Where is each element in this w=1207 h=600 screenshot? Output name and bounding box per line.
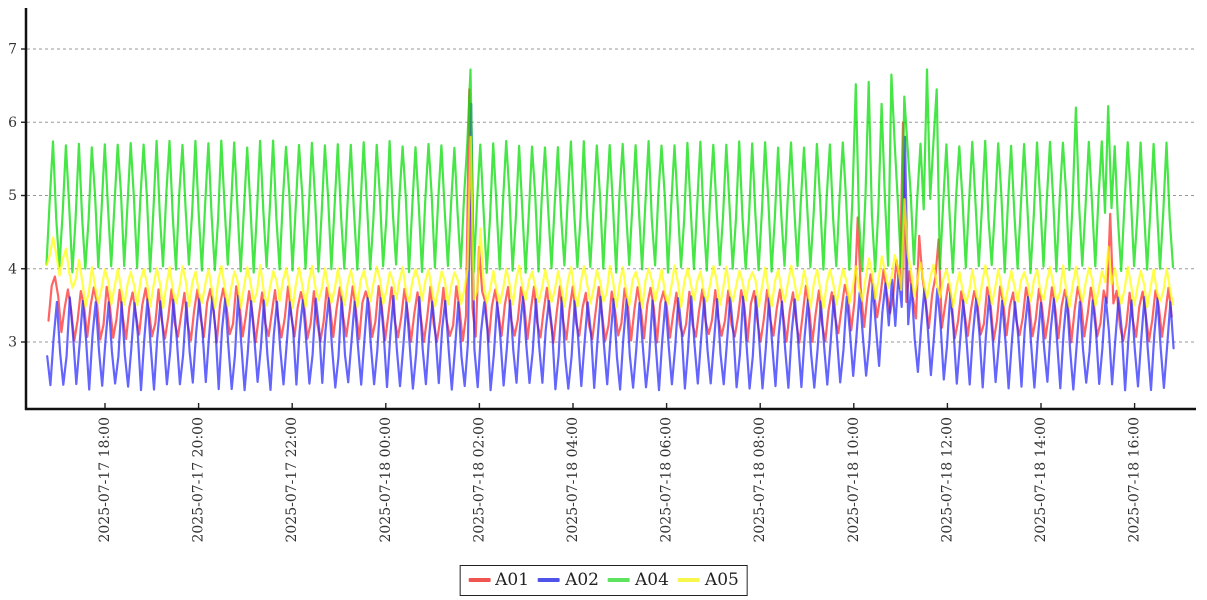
legend-swatch-a02 — [538, 578, 561, 582]
y-tick-label-7: 7 — [8, 42, 17, 58]
x-tick-label-1: 2025-07-17 20:00 — [191, 417, 207, 543]
x-tick-label-4: 2025-07-18 02:00 — [471, 417, 487, 543]
series-line-A02 — [46, 102, 1175, 392]
legend-swatch-a05 — [677, 578, 700, 582]
series-line-A04 — [45, 68, 1175, 275]
x-tick-label-7: 2025-07-18 08:00 — [752, 417, 768, 543]
y-tick-label-3: 3 — [8, 335, 17, 351]
x-tick-label-10: 2025-07-18 14:00 — [1033, 417, 1049, 543]
series-line-A05 — [45, 135, 1175, 310]
legend-item-a01: A01 — [468, 568, 529, 592]
legend-swatch-a04 — [608, 578, 630, 582]
x-tick-label-8: 2025-07-18 10:00 — [846, 417, 862, 543]
x-tick-label-11: 2025-07-18 16:00 — [1127, 417, 1143, 543]
y-tick-label-4: 4 — [8, 261, 17, 277]
legend-label-a04: A04 — [635, 570, 669, 590]
legend-label-a01: A01 — [495, 570, 530, 590]
legend-label-a02: A02 — [565, 570, 599, 590]
series-line-A01 — [47, 88, 1173, 344]
legend-item-a04: A04 — [608, 568, 669, 592]
x-tick-label-9: 2025-07-18 12:00 — [939, 417, 955, 543]
x-tick-label-3: 2025-07-18 00:00 — [378, 417, 394, 543]
x-tick-label-5: 2025-07-18 04:00 — [565, 417, 581, 543]
y-tick-label-5: 5 — [8, 188, 17, 204]
y-tick-label-6: 6 — [8, 115, 17, 131]
chart-legend: A01 A02 A04 A05 — [459, 565, 748, 596]
legend-item-a05: A05 — [677, 568, 739, 592]
legend-item-a02: A02 — [538, 568, 599, 592]
legend-swatch-a01 — [468, 578, 491, 582]
x-tick-label-2: 2025-07-17 22:00 — [284, 417, 300, 543]
x-tick-label-6: 2025-07-18 06:00 — [659, 417, 675, 543]
x-tick-label-0: 2025-07-17 18:00 — [97, 417, 113, 543]
legend-label-a05: A05 — [704, 570, 739, 590]
